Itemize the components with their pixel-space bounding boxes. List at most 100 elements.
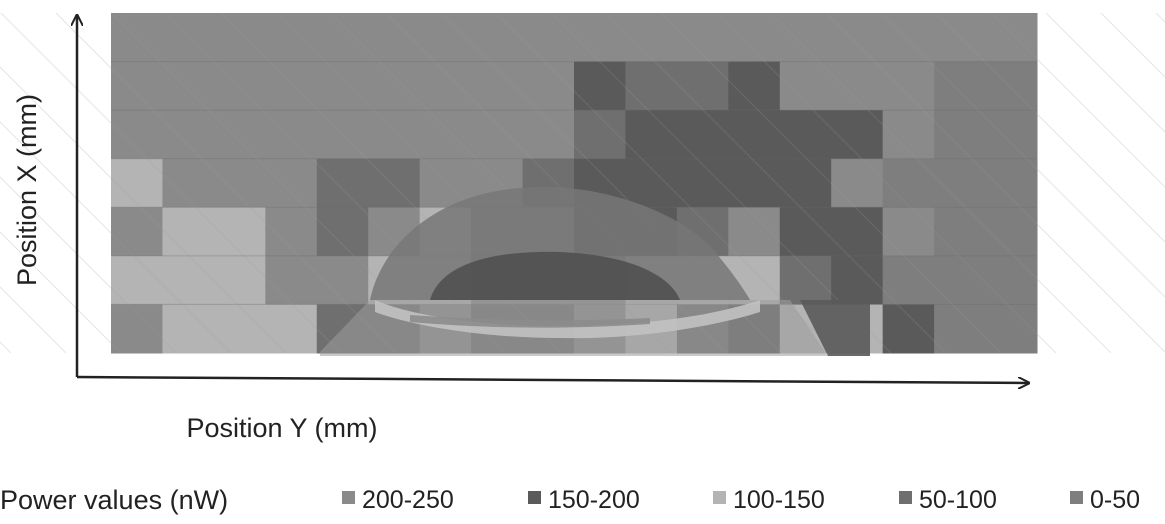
heatmap-cell bbox=[882, 207, 935, 257]
heatmap-cell bbox=[213, 110, 266, 160]
heatmap-cell bbox=[265, 13, 318, 63]
heatmap-cell bbox=[831, 61, 884, 111]
legend-swatch bbox=[528, 491, 541, 504]
heatmap-cell bbox=[779, 158, 832, 208]
heatmap-cell bbox=[111, 255, 163, 305]
legend-entry: 100-150 bbox=[713, 486, 825, 514]
heatmap-cell bbox=[316, 255, 369, 305]
heatmap-cell bbox=[676, 61, 729, 111]
heatmap-cell bbox=[676, 13, 729, 63]
heatmap-cell bbox=[728, 61, 781, 111]
heatmap-cell bbox=[162, 304, 215, 354]
legend-label: 200-250 bbox=[362, 486, 454, 514]
heatmap-cell bbox=[728, 158, 781, 208]
heat-region bbox=[430, 251, 680, 300]
heatmap-cell bbox=[111, 158, 163, 208]
heatmap-cell bbox=[779, 61, 832, 111]
heat-contour-overlay bbox=[320, 186, 870, 356]
heatmap-cell bbox=[831, 13, 884, 63]
heatmap-cell bbox=[934, 110, 987, 160]
heatmap-cell bbox=[522, 61, 575, 111]
heatmap-cell bbox=[316, 207, 369, 257]
mesh-line bbox=[550, 12, 892, 354]
heatmap-cell bbox=[111, 304, 163, 354]
mesh-line bbox=[0, 176, 177, 354]
heatmap-cell bbox=[728, 207, 781, 257]
mesh-line bbox=[55, 12, 397, 354]
x-axis-title: Position Y (mm) bbox=[186, 413, 377, 443]
heatmap-cell bbox=[368, 13, 421, 63]
heatmap-cell bbox=[985, 304, 1038, 354]
heatmap-cell bbox=[985, 61, 1038, 111]
heatmap-cell bbox=[574, 61, 626, 111]
plot-area bbox=[0, 12, 1165, 354]
heatmap-cell bbox=[779, 110, 832, 160]
mesh-line bbox=[0, 12, 342, 354]
mesh-line bbox=[935, 12, 1165, 243]
heatmap-cell bbox=[265, 158, 318, 208]
heatmap-cell bbox=[676, 110, 729, 160]
heatmap-cell bbox=[213, 207, 266, 257]
heatmap-cell bbox=[882, 13, 935, 63]
heatmap-cell bbox=[471, 61, 524, 111]
heatmap-cell bbox=[779, 207, 832, 257]
heat-region bbox=[800, 300, 870, 356]
mesh-line bbox=[0, 231, 122, 354]
heatmap-cell bbox=[419, 13, 472, 63]
mesh-line bbox=[990, 12, 1165, 188]
heatmap-cell bbox=[985, 255, 1038, 305]
mesh-line bbox=[495, 12, 837, 354]
heatmap-cell bbox=[265, 255, 318, 305]
mesh-line bbox=[1100, 12, 1165, 78]
heatmap-cell bbox=[625, 110, 678, 160]
mesh-line bbox=[825, 12, 1165, 353]
heatmap-cell bbox=[831, 110, 884, 160]
heatmap-cell bbox=[111, 207, 163, 257]
heatmap-cell bbox=[882, 61, 935, 111]
heatmap-cell bbox=[265, 110, 318, 160]
legend: Power values (nW) 200-250 150-200 100-150 5… bbox=[0, 485, 1140, 515]
heatmap-cell bbox=[368, 61, 421, 111]
x-axis-arrow bbox=[76, 375, 1028, 383]
heatmap-cell bbox=[882, 158, 935, 208]
heatmap-cell bbox=[213, 61, 266, 111]
heatmap-cell bbox=[316, 13, 369, 63]
heatmap-cell bbox=[934, 255, 987, 305]
heatmap-cell bbox=[934, 13, 987, 63]
heatmap-cell bbox=[368, 110, 421, 160]
heatmap-cell bbox=[882, 304, 935, 354]
legend-swatch bbox=[342, 491, 355, 504]
legend-label: 0-50 bbox=[1090, 486, 1140, 514]
heat-region bbox=[375, 300, 760, 339]
legend-label: 50-100 bbox=[919, 486, 997, 514]
heatmap-cell bbox=[213, 255, 266, 305]
heatmap-cell bbox=[831, 158, 884, 208]
mesh-line bbox=[660, 12, 1002, 354]
heatmap-cell bbox=[574, 13, 626, 63]
heatmap-cell bbox=[316, 61, 369, 111]
legend-title: Power values (nW) bbox=[0, 485, 228, 515]
heatmap-cell bbox=[162, 110, 215, 160]
heatmap-cell bbox=[316, 110, 369, 160]
heatmap-cell bbox=[934, 158, 987, 208]
heatmap-cell bbox=[265, 207, 318, 257]
heatmap-cell bbox=[728, 13, 781, 63]
heatmap-cell bbox=[471, 13, 524, 63]
mesh-line bbox=[605, 12, 947, 354]
heatmap-cell bbox=[419, 61, 472, 111]
heatmap-cell bbox=[162, 207, 215, 257]
heatmap-cell bbox=[162, 61, 215, 111]
legend-swatch bbox=[1070, 491, 1083, 504]
legend-entry: 50-100 bbox=[899, 486, 997, 514]
mesh-line bbox=[880, 12, 1165, 298]
mesh-line bbox=[0, 66, 287, 354]
heatmap-cell bbox=[213, 13, 266, 63]
heatmap-cell bbox=[471, 110, 524, 160]
mesh-line bbox=[0, 121, 232, 354]
heatmap-cell bbox=[111, 61, 163, 111]
heatmap-cell bbox=[985, 110, 1038, 160]
heatmap-cell bbox=[985, 13, 1038, 63]
heatmap-cell bbox=[213, 158, 266, 208]
legend-label: 100-150 bbox=[733, 486, 825, 514]
